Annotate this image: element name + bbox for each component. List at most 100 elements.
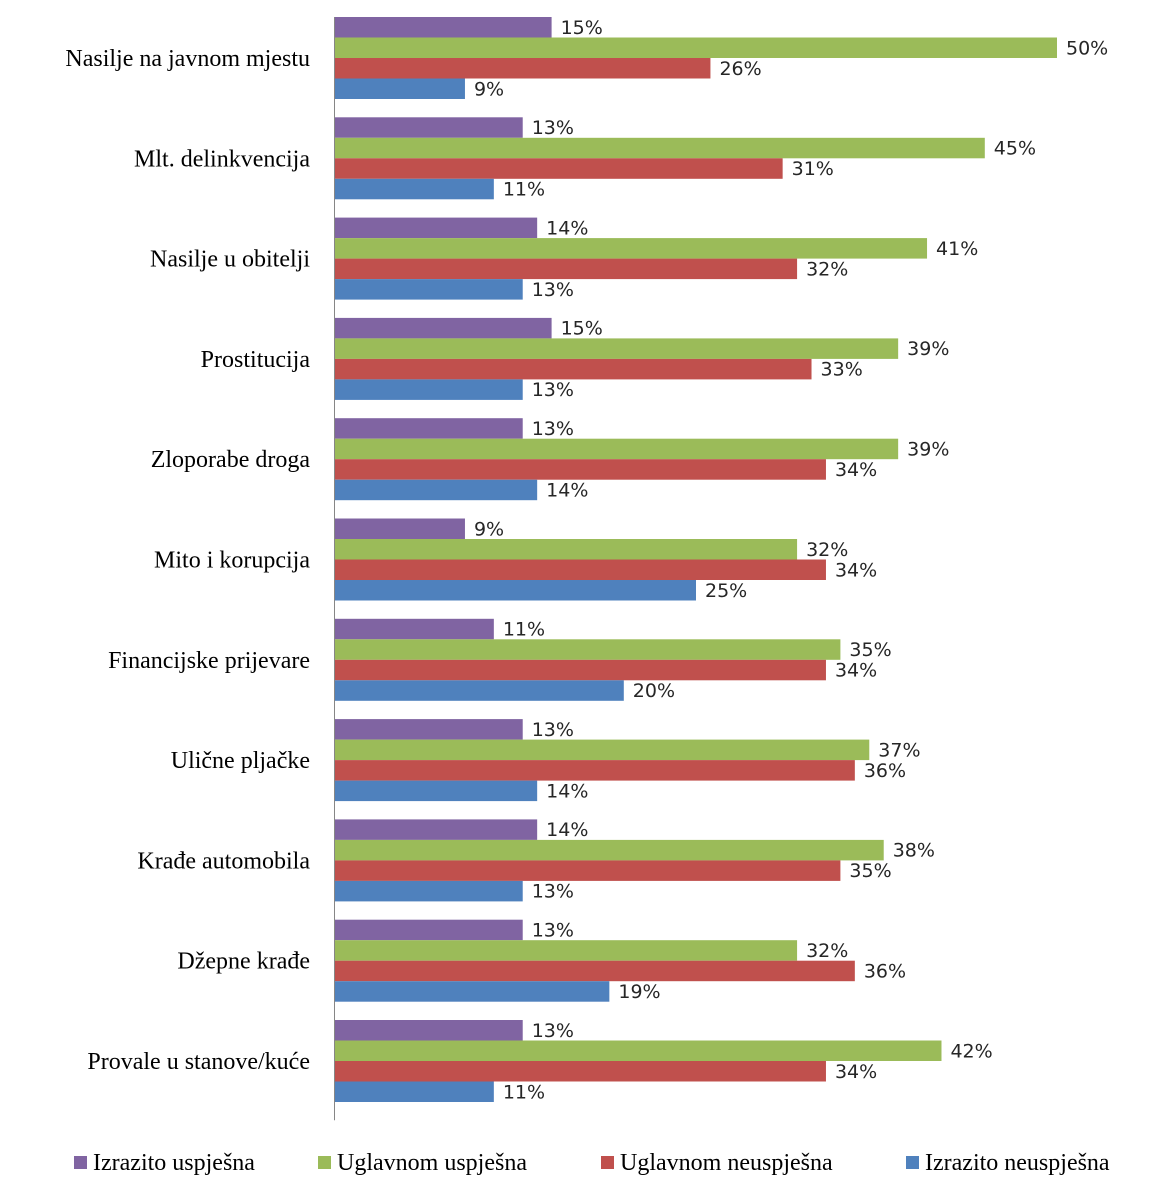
bar-izrazito-neuspje-na	[335, 880, 523, 902]
value-label: 14%	[546, 819, 588, 841]
bar-uglavnom-uspje-na	[335, 639, 841, 660]
category-label: Prostitucija	[201, 347, 311, 373]
value-label: 13%	[532, 1020, 574, 1042]
value-label: 14%	[546, 479, 588, 501]
bar-uglavnom-uspje-na	[335, 338, 899, 359]
legend: Izrazito uspješna Uglavnom uspješna Uglavn…	[74, 1150, 1110, 1176]
category-label: Mito i korupcija	[154, 548, 310, 574]
value-label: 31%	[792, 158, 834, 180]
value-label: 35%	[849, 860, 891, 882]
value-label: 32%	[806, 940, 848, 962]
bar-uglavnom-neuspje-na	[335, 760, 855, 781]
value-label: 37%	[878, 739, 920, 761]
value-label: 11%	[503, 179, 545, 201]
value-label: 15%	[561, 318, 603, 340]
legend-label: Izrazito neuspješna	[925, 1150, 1110, 1176]
value-label: 39%	[907, 438, 949, 460]
bar-uglavnom-uspje-na	[335, 839, 884, 861]
value-label: 13%	[532, 719, 574, 741]
bar-izrazito-neuspje-na	[335, 279, 523, 300]
value-label: 9%	[474, 78, 504, 100]
value-label: 41%	[936, 238, 978, 260]
bar-izrazito-neuspje-na	[335, 178, 494, 200]
value-label: 26%	[719, 58, 761, 80]
value-label: 34%	[835, 459, 877, 481]
bar-uglavnom-neuspje-na	[335, 1061, 826, 1082]
value-label: 38%	[893, 840, 935, 862]
value-label: 14%	[546, 217, 588, 239]
value-label: 15%	[561, 17, 603, 39]
bar-izrazito-uspje-na	[335, 217, 538, 239]
category-label: Financijske prijevare	[108, 648, 310, 674]
bar-uglavnom-neuspje-na	[335, 459, 826, 480]
value-label: 13%	[532, 279, 574, 301]
bar-uglavnom-neuspje-na	[335, 860, 841, 881]
value-label: 35%	[849, 639, 891, 661]
bar-uglavnom-neuspje-na	[335, 258, 798, 280]
value-label: 20%	[633, 680, 675, 702]
legend-swatch-izrazito-neuspje-na	[906, 1156, 919, 1169]
value-label: 11%	[503, 1081, 545, 1103]
value-label: 13%	[532, 379, 574, 401]
value-label: 13%	[532, 919, 574, 941]
bar-izrazito-uspje-na	[335, 719, 523, 740]
bar-izrazito-neuspje-na	[335, 780, 538, 802]
legend-swatch-izrazito-uspje-na	[74, 1156, 87, 1169]
bar-izrazito-uspje-na	[335, 317, 552, 339]
bar-izrazito-neuspje-na	[335, 981, 610, 1002]
value-label: 13%	[532, 117, 574, 139]
value-label: 36%	[864, 960, 906, 982]
value-label: 45%	[994, 138, 1036, 160]
bar-izrazito-uspje-na	[335, 1020, 523, 1041]
bar-izrazito-neuspje-na	[335, 680, 624, 701]
bar-uglavnom-uspje-na	[335, 1040, 942, 1061]
category-label: Zloporabe droga	[151, 447, 311, 473]
value-label: 13%	[532, 881, 574, 903]
value-label: 14%	[546, 780, 588, 802]
bar-uglavnom-neuspje-na	[335, 659, 826, 681]
bar-izrazito-uspje-na	[335, 618, 494, 640]
legend-swatch-uglavnom-uspje-na	[318, 1156, 331, 1169]
bar-izrazito-uspje-na	[335, 919, 523, 941]
category-label: Krađe automobila	[137, 848, 310, 874]
bar-uglavnom-neuspje-na	[335, 559, 826, 580]
bar-izrazito-neuspje-na	[335, 379, 523, 400]
value-label: 36%	[864, 760, 906, 782]
category-label: Provale u stanove/kuće	[87, 1049, 310, 1075]
bar-izrazito-uspje-na	[335, 819, 538, 840]
bar-izrazito-uspje-na	[335, 17, 552, 38]
category-label: Ulične pljačke	[171, 748, 310, 774]
bar-izrazito-neuspje-na	[335, 1081, 494, 1102]
value-labels-layer: 15%50%26%9%13%45%31%11%14%41%32%13%15%39…	[474, 17, 1108, 1104]
category-label: Nasilje na javnom mjestu	[65, 46, 310, 72]
bar-uglavnom-neuspje-na	[335, 358, 812, 380]
bar-uglavnom-uspje-na	[335, 940, 798, 961]
bar-uglavnom-uspje-na	[335, 238, 928, 259]
bar-uglavnom-neuspje-na	[335, 58, 711, 79]
bar-izrazito-neuspje-na	[335, 580, 696, 601]
value-label: 19%	[618, 981, 660, 1003]
value-label: 34%	[835, 660, 877, 682]
value-label: 13%	[532, 418, 574, 440]
bar-uglavnom-uspje-na	[335, 539, 798, 560]
value-label: 34%	[835, 559, 877, 581]
bar-izrazito-neuspje-na	[335, 78, 465, 99]
bar-izrazito-uspje-na	[335, 117, 523, 138]
value-label: 25%	[705, 580, 747, 602]
bar-uglavnom-uspje-na	[335, 137, 985, 159]
legend-label: Izrazito uspješna	[93, 1150, 255, 1176]
legend-label: Uglavnom uspješna	[337, 1150, 527, 1176]
bar-uglavnom-uspje-na	[335, 739, 870, 761]
bar-uglavnom-neuspje-na	[335, 960, 855, 982]
bar-uglavnom-uspje-na	[335, 37, 1057, 58]
value-label: 11%	[503, 619, 545, 641]
bar-izrazito-uspje-na	[335, 518, 465, 539]
value-label: 33%	[821, 359, 863, 381]
bars-layer	[335, 17, 1057, 1102]
value-label: 39%	[907, 338, 949, 360]
category-labels-layer: Nasilje na javnom mjestu Mlt. delinkvenci…	[65, 46, 310, 1075]
value-label: 42%	[950, 1040, 992, 1062]
value-label: 32%	[806, 258, 848, 280]
